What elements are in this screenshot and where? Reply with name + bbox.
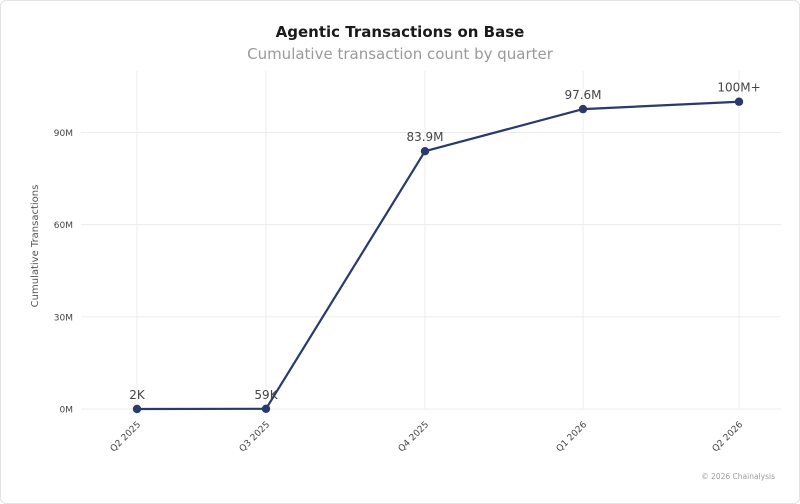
y-axis-ticks: 0M 30M 60M 90M <box>54 129 73 416</box>
data-point <box>261 404 271 414</box>
data-point <box>734 97 744 106</box>
x-tick-label: Q2 2026 <box>711 420 746 455</box>
x-tick-label: Q2 2025 <box>109 420 143 454</box>
data-label: 83.9M <box>406 130 443 144</box>
data-point <box>132 404 142 414</box>
data-label: 97.6M <box>564 88 601 102</box>
data-point <box>420 146 430 156</box>
series-group: 2K 59K 83.9M 97.6M 100M+ <box>129 81 761 414</box>
copyright-credit: © 2026 Chainalysis <box>701 472 775 481</box>
y-tick-label: 30M <box>54 313 73 323</box>
x-tick-label: Q1 2026 <box>555 420 590 455</box>
y-axis-label: Cumulative Transactions <box>30 185 41 308</box>
series-line <box>136 100 740 411</box>
x-axis-ticks: Q2 2025 Q3 2025 Q4 2025 Q1 2026 Q2 2026 <box>109 420 746 455</box>
y-tick-label: 90M <box>54 129 73 139</box>
grid-lines <box>81 71 781 410</box>
chart-subtitle: Cumulative transaction count by quarter <box>247 45 553 63</box>
data-label: 2K <box>129 388 146 402</box>
y-tick-label: 60M <box>54 221 73 231</box>
data-label: 59K <box>254 388 278 402</box>
x-tick-label: Q4 2025 <box>397 420 431 454</box>
data-point <box>578 104 588 114</box>
data-label: 100M+ <box>717 81 760 95</box>
chart-title: Agentic Transactions on Base <box>275 23 525 41</box>
x-tick-label: Q3 2025 <box>238 420 272 454</box>
y-tick-label: 0M <box>60 406 74 416</box>
